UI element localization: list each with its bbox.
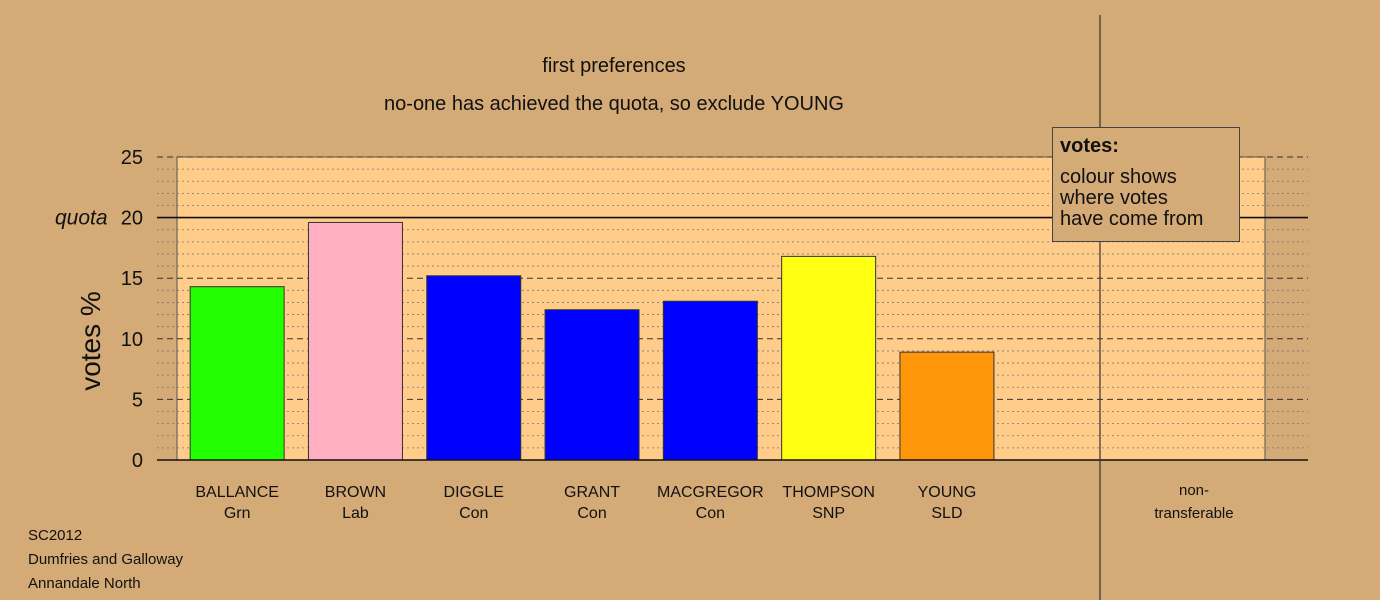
- category-party-label: SNP: [812, 505, 845, 522]
- category-party-label: SLD: [931, 505, 962, 522]
- y-tick-label: 10: [121, 329, 143, 351]
- chart-subtitle: no-one has achieved the quota, so exclud…: [384, 93, 844, 115]
- quota-label: quota: [55, 207, 108, 230]
- category-party-label: Grn: [224, 505, 251, 522]
- y-tick-label: 5: [132, 389, 143, 411]
- y-axis-label: votes %: [75, 291, 106, 391]
- category-label: THOMPSON: [782, 484, 874, 501]
- category-label: BALLANCE: [195, 484, 279, 501]
- bar-ballance: [189, 286, 285, 461]
- footer-line-2: Dumfries and Galloway: [28, 551, 184, 568]
- bar-brown: [307, 221, 403, 461]
- category-label: BROWN: [325, 484, 386, 501]
- footer-line-3: Annandale North: [28, 575, 141, 592]
- legend-text: colour shows where votes have come from: [1060, 166, 1204, 230]
- bar-thompson: [781, 255, 877, 461]
- nontransferable-label-bottom: transferable: [1154, 505, 1233, 522]
- chart-title: first preferences: [542, 55, 686, 77]
- legend-box: votes: colour shows where votes have com…: [1052, 127, 1240, 242]
- category-label: MACGREGOR: [657, 484, 764, 501]
- category-party-label: Con: [459, 505, 488, 522]
- y-tick-label: 25: [121, 147, 143, 169]
- category-party-label: Con: [577, 505, 606, 522]
- category-party-label: Lab: [342, 505, 369, 522]
- category-label: YOUNG: [918, 484, 977, 501]
- bar-macgregor: [662, 300, 758, 461]
- footer: SC2012 Dumfries and Galloway Annandale N…: [28, 524, 183, 596]
- bar-young: [899, 351, 995, 461]
- category-label: DIGGLE: [444, 484, 504, 501]
- bar-diggle: [426, 275, 522, 461]
- y-tick-label: 15: [121, 268, 143, 290]
- y-tick-label: 0: [132, 450, 143, 472]
- y-tick-label: 20: [121, 208, 143, 230]
- nontransferable-label-top: non-: [1179, 482, 1209, 499]
- bar-grant: [544, 309, 640, 461]
- footer-line-1: SC2012: [28, 527, 83, 544]
- category-party-label: Con: [696, 505, 725, 522]
- legend-heading: votes:: [1060, 135, 1119, 157]
- category-label: GRANT: [564, 484, 620, 501]
